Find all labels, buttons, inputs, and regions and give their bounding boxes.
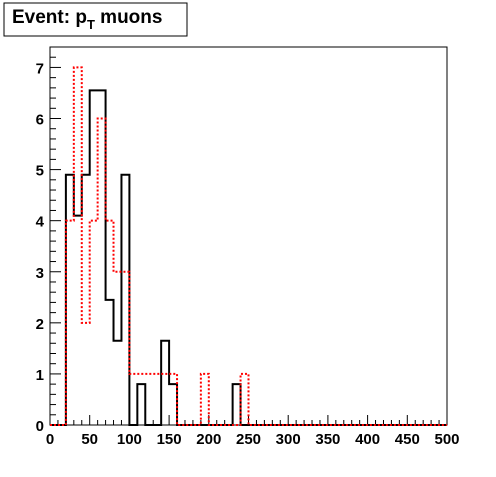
chart-title-subscript: T <box>87 17 95 32</box>
chart-title-suffix: muons <box>95 7 163 28</box>
x-tick-label: 350 <box>315 431 340 448</box>
x-tick-label: 400 <box>355 431 380 448</box>
y-tick-label: 6 <box>36 112 44 129</box>
y-tick-label: 1 <box>36 367 44 384</box>
series-dotted-red-histogram <box>50 66 447 426</box>
y-tick-label: 5 <box>36 163 44 180</box>
x-tick-label: 150 <box>157 431 182 448</box>
y-tick-label: 7 <box>36 60 44 77</box>
y-tick-label: 4 <box>36 214 45 231</box>
y-tick-label: 3 <box>36 265 44 282</box>
y-tick-label: 0 <box>36 418 44 435</box>
y-tick-label: 2 <box>36 316 44 333</box>
x-tick-label: 200 <box>196 431 221 448</box>
x-tick-label: 50 <box>81 431 98 448</box>
x-tick-label: 250 <box>236 431 261 448</box>
x-tick-label: 0 <box>46 431 54 448</box>
plot-frame <box>49 46 448 426</box>
x-tick-label: 450 <box>395 431 420 448</box>
chart-title-main: Event: p <box>12 7 87 28</box>
x-tick-label: 100 <box>117 431 142 448</box>
title-box: Event: pT muons <box>3 2 188 37</box>
x-tick-label: 300 <box>276 431 301 448</box>
title-box-frame <box>3 2 188 37</box>
y-axis: 0 1 2 3 4 5 6 7 <box>36 46 61 435</box>
series-solid-black-histogram <box>50 89 447 426</box>
x-tick-label: 500 <box>434 431 459 448</box>
chart-title: Event: pT muons <box>12 7 162 32</box>
